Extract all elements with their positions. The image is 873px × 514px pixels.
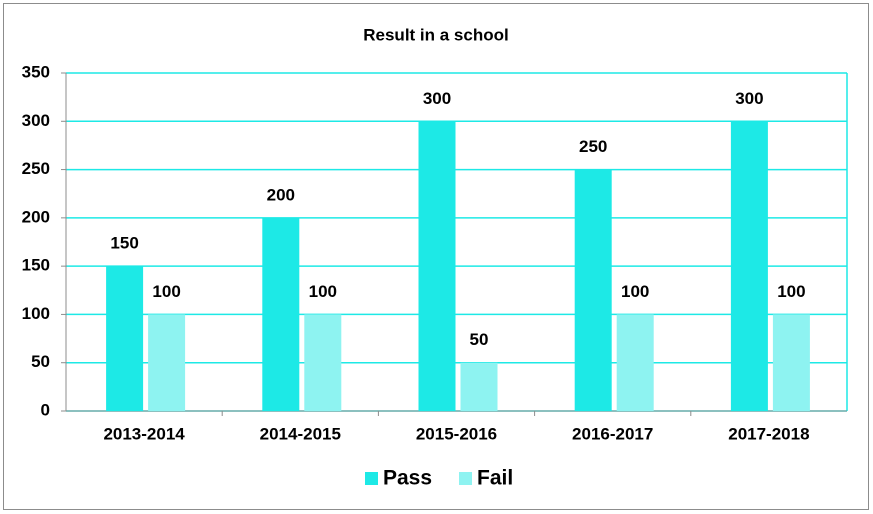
- legend-swatch: [459, 472, 472, 485]
- y-tick-label: 0: [41, 400, 50, 419]
- x-tick-label: 2015-2016: [416, 424, 497, 443]
- bar: [148, 314, 186, 411]
- data-label: 250: [579, 137, 607, 156]
- legend-swatch: [365, 472, 378, 485]
- y-tick-label: 300: [22, 111, 50, 130]
- bar: [460, 362, 498, 411]
- x-tick-label: 2014-2015: [260, 424, 341, 443]
- data-label: 100: [152, 282, 180, 301]
- data-label: 150: [110, 234, 138, 253]
- bar: [106, 266, 144, 411]
- bar: [418, 121, 456, 412]
- data-label: 200: [267, 185, 295, 204]
- y-tick-label: 250: [22, 159, 50, 178]
- y-tick-label: 350: [22, 62, 50, 81]
- chart-title: Result in a school: [363, 25, 508, 44]
- data-label: 300: [423, 89, 451, 108]
- x-tick-label: 2016-2017: [572, 424, 653, 443]
- y-tick-label: 150: [22, 256, 50, 275]
- bar: [772, 314, 810, 411]
- data-label: 100: [621, 282, 649, 301]
- data-label: 100: [309, 282, 337, 301]
- y-tick-label: 100: [22, 304, 50, 323]
- bar: [730, 121, 768, 412]
- data-label: 100: [777, 282, 805, 301]
- x-tick-label: 2017-2018: [728, 424, 809, 443]
- data-label: 50: [470, 330, 489, 349]
- legend-label: Fail: [477, 467, 513, 490]
- bar: [262, 217, 300, 411]
- bar: [304, 314, 342, 411]
- data-label: 300: [735, 89, 763, 108]
- x-tick-label: 2013-2014: [103, 424, 185, 443]
- bar: [574, 169, 612, 411]
- y-tick-label: 50: [31, 352, 50, 371]
- y-tick-label: 200: [22, 207, 50, 226]
- legend-label: Pass: [383, 467, 432, 490]
- bar: [616, 314, 654, 411]
